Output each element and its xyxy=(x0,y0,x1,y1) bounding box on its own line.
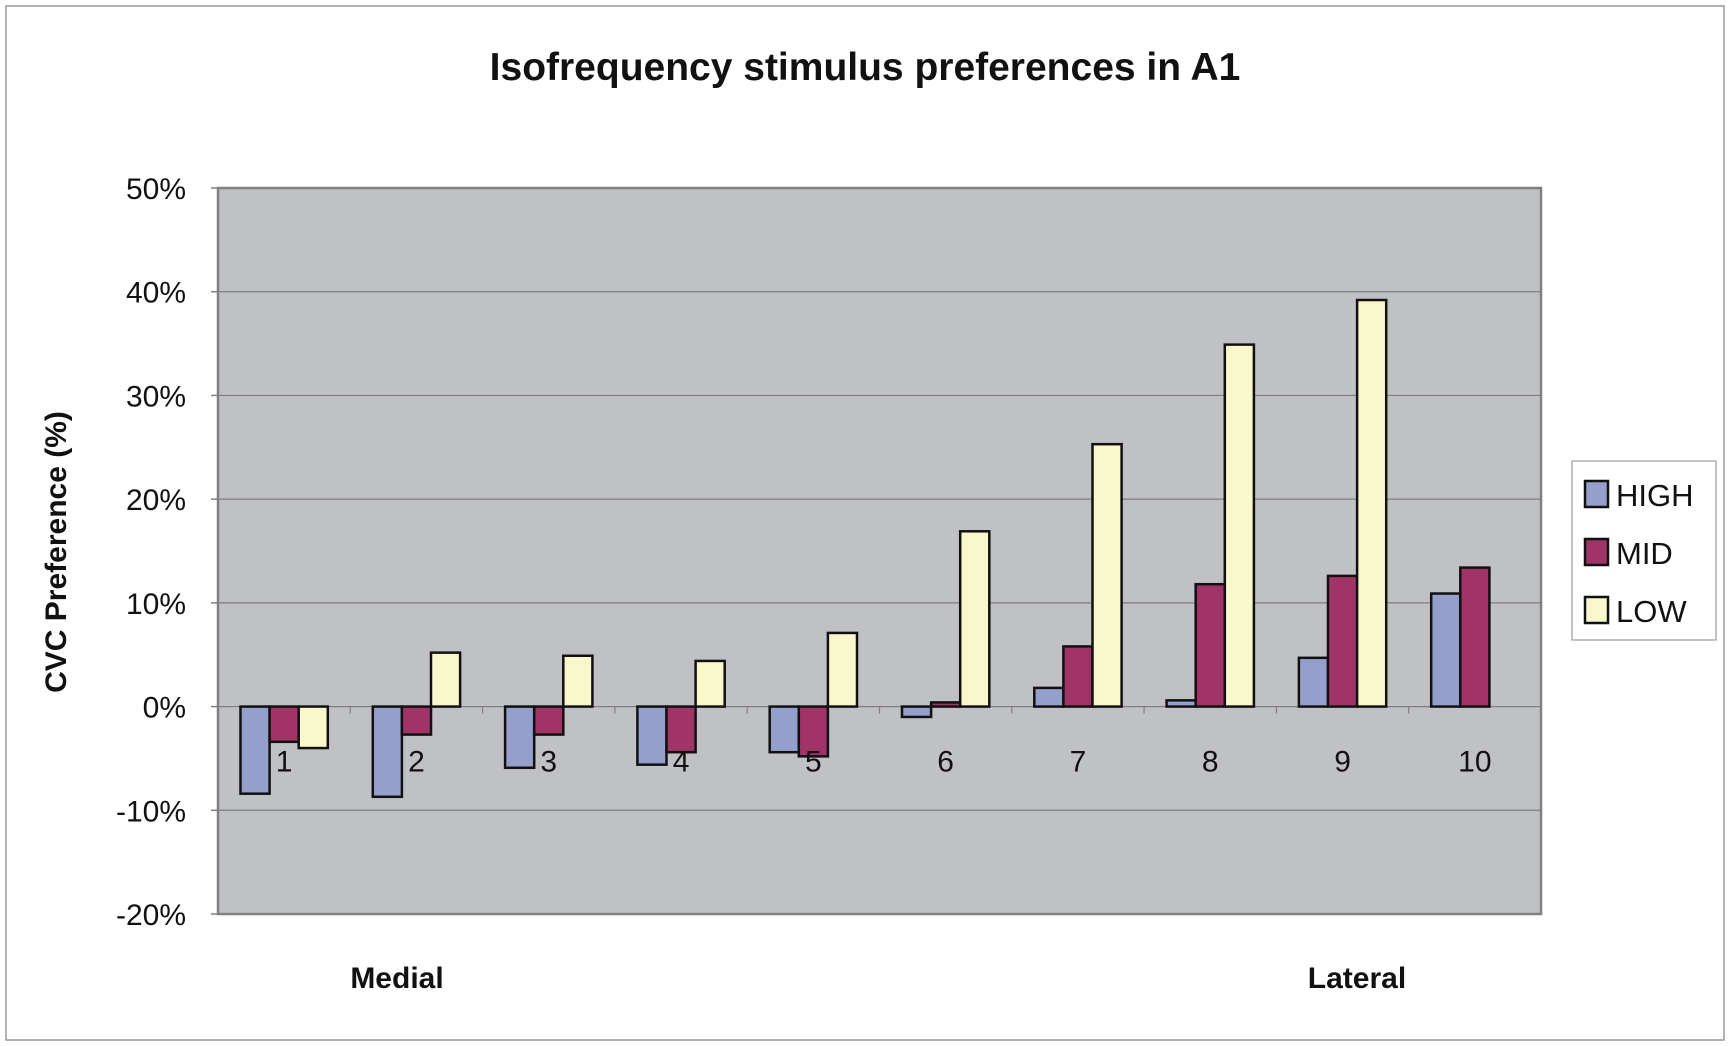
y-tick-label: 10% xyxy=(126,588,186,621)
x-tick-label: 1 xyxy=(276,746,293,779)
bar-high-1 xyxy=(239,705,271,795)
x-tick-label: 9 xyxy=(1334,746,1351,779)
bar-mid-5 xyxy=(797,705,830,758)
bar-mid-3 xyxy=(532,705,565,736)
x-tick-label: 8 xyxy=(1202,746,1219,779)
bar-high-5 xyxy=(768,705,801,754)
bar-low-8 xyxy=(1223,343,1256,708)
bar-high-9 xyxy=(1297,656,1330,708)
x-tick-label: 2 xyxy=(408,746,425,779)
x-tick-label: 7 xyxy=(1070,746,1087,779)
legend-swatch-low xyxy=(1583,595,1610,625)
bar-high-3 xyxy=(503,705,536,770)
bar-low-7 xyxy=(1091,442,1123,708)
y-tick-label: 30% xyxy=(126,380,186,413)
y-tick-label: 0% xyxy=(143,692,186,725)
y-tick-label: 50% xyxy=(126,173,186,206)
bar-low-6 xyxy=(958,530,991,708)
y-axis-label: CVC Preference (%) xyxy=(40,411,73,693)
y-tick-label: 40% xyxy=(126,277,186,310)
bar-mid-9 xyxy=(1326,574,1359,708)
bar-mid-1 xyxy=(268,705,300,744)
x-tick-label: 4 xyxy=(673,746,690,779)
x-annotation-lateral: Lateral xyxy=(1308,962,1406,995)
x-tick-label: 3 xyxy=(540,746,557,779)
legend-label-mid: MID xyxy=(1616,536,1673,571)
bar-mid-4 xyxy=(665,705,697,754)
bar-low-4 xyxy=(694,659,726,708)
legend: HIGH MID LOW xyxy=(1571,460,1717,641)
legend-swatch-mid xyxy=(1583,537,1610,567)
legend-label-low: LOW xyxy=(1616,594,1687,629)
bar-mid-8 xyxy=(1194,582,1227,708)
bar-high-8 xyxy=(1165,699,1197,708)
x-tick-label: 6 xyxy=(937,746,954,779)
bar-low-2 xyxy=(429,651,462,708)
plot-area xyxy=(216,186,1543,916)
bar-high-6 xyxy=(900,705,933,719)
bar-mid-6 xyxy=(929,701,962,708)
legend-swatch-high xyxy=(1583,479,1610,509)
chart-title: Isofrequency stimulus preferences in A1 xyxy=(490,46,1241,89)
x-annotation-medial: Medial xyxy=(350,962,443,995)
bar-high-4 xyxy=(636,705,668,766)
bar-high-7 xyxy=(1033,686,1065,708)
bar-low-9 xyxy=(1355,298,1388,708)
y-tick-label: 20% xyxy=(126,484,186,517)
bar-low-1 xyxy=(297,705,330,750)
bar-mid-2 xyxy=(400,705,433,736)
x-tick-label: 5 xyxy=(805,746,822,779)
bar-low-5 xyxy=(826,631,859,708)
y-tick-label: -20% xyxy=(116,899,186,932)
bar-mid-7 xyxy=(1062,645,1094,708)
legend-label-high: HIGH xyxy=(1616,478,1694,513)
bar-high-10 xyxy=(1429,592,1462,708)
x-tick-label: 10 xyxy=(1458,746,1491,779)
bar-mid-10 xyxy=(1459,566,1491,708)
bar-low-3 xyxy=(562,654,594,708)
y-tick-label: -10% xyxy=(116,795,186,828)
bar-high-2 xyxy=(371,705,404,799)
